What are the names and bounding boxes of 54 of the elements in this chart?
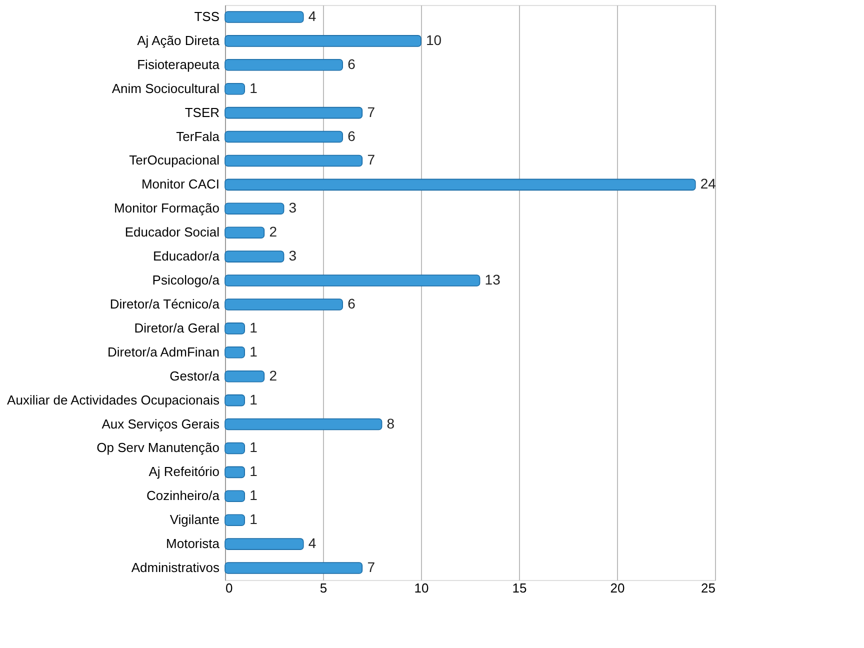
y-tick-label: Aj Refeitório: [148, 464, 220, 480]
data-label: 24: [700, 176, 716, 192]
data-label: 7: [367, 559, 376, 576]
y-tick-label: Vigilante: [170, 512, 220, 528]
data-label: 10: [426, 32, 442, 48]
y-tick-label: Auxiliar de Actividades Ocupacionais: [7, 392, 220, 408]
data-label: 1: [250, 343, 258, 360]
data-label: 3: [288, 200, 297, 216]
y-tick-label: TSER: [184, 104, 220, 120]
y-tick-label: Aj Ação Direta: [137, 32, 220, 48]
x-tick-label: 20: [610, 580, 625, 596]
y-tick-label: Motorista: [166, 536, 220, 552]
data-label: 2: [269, 224, 278, 240]
data-label: 2: [269, 367, 278, 384]
y-tick-label: Educador Social: [124, 224, 220, 240]
x-tick-label: 0: [226, 580, 233, 596]
y-tick-label: Monitor Formação: [114, 200, 220, 216]
y-tick-label: Administrativos: [131, 560, 220, 576]
y-tick-label: Op Serv Manutenção: [96, 440, 220, 456]
y-tick-label: TSS: [194, 8, 220, 24]
data-label: 1: [250, 80, 258, 96]
data-label: 8: [386, 415, 395, 432]
data-label: 7: [367, 152, 376, 168]
data-label: 4: [308, 8, 316, 24]
data-label: 1: [250, 391, 258, 408]
y-tick-label: Educador/a: [153, 248, 220, 264]
data-label: 6: [348, 56, 356, 72]
y-tick-label: TerOcupacional: [129, 152, 220, 168]
x-tick-label: 10: [414, 580, 429, 596]
y-tick-label: Fisioterapeuta: [137, 56, 220, 72]
data-label: 7: [367, 104, 376, 120]
data-label: 3: [288, 248, 297, 264]
y-tick-label: TerFala: [176, 128, 220, 144]
data-label: 13: [484, 272, 501, 288]
y-tick-label: Aux Serviços Gerais: [102, 416, 220, 432]
x-tick-label: 15: [512, 580, 527, 596]
y-tick-label: Anim Sociocultural: [112, 80, 220, 96]
data-label: 1: [250, 463, 258, 480]
data-label: 1: [250, 511, 258, 528]
data-label: 6: [348, 295, 356, 312]
y-tick-label: Diretor/a Técnico/a: [110, 296, 220, 312]
y-tick-label: Diretor/a AdmFinan: [108, 344, 220, 360]
x-tick-label: 5: [320, 580, 328, 596]
data-label: 1: [250, 319, 258, 336]
data-label: 1: [250, 439, 258, 456]
x-tick-label: 25: [701, 580, 716, 596]
y-tick-label: Monitor CACI: [141, 176, 220, 192]
y-tick-label: Diretor/a Geral: [134, 320, 220, 336]
y-tick-label: Psicologo/a: [152, 272, 220, 288]
data-label: 4: [308, 535, 316, 552]
y-tick-label: Gestor/a: [170, 368, 220, 384]
y-tick-label: Cozinheiro/a: [146, 488, 220, 504]
data-label: 6: [348, 128, 356, 144]
data-label: 1: [250, 487, 258, 504]
